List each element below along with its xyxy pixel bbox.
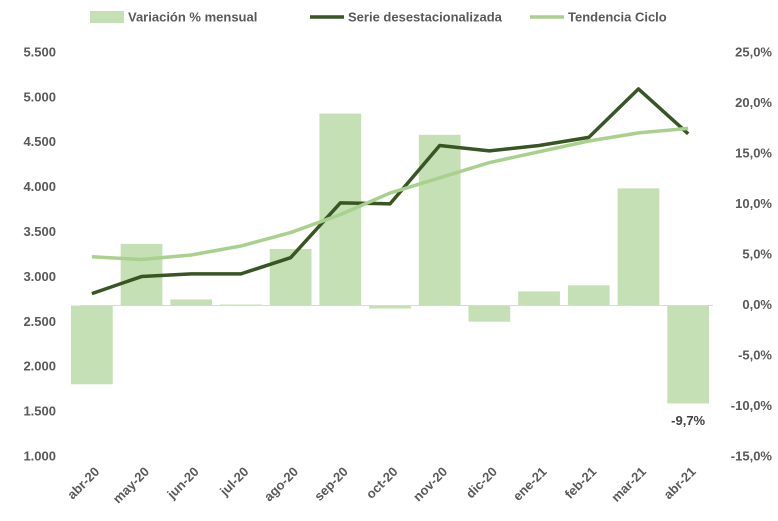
y2-tick-label: -10,0% (731, 398, 773, 413)
y-tick-label: 3.000 (23, 269, 56, 284)
y2-tick-label: -5,0% (738, 347, 772, 362)
legend-label: Variación % mensual (128, 9, 257, 24)
y2-tick-label: 20,0% (735, 95, 772, 110)
data-label: -9,7% (671, 413, 705, 428)
x-tick-label: mar-21 (608, 464, 649, 505)
y2-tick-label: 5,0% (742, 246, 772, 261)
x-tick-label: jul-20 (216, 464, 251, 499)
bar (170, 299, 213, 306)
x-tick-label: sep-20 (311, 464, 351, 504)
x-tick-label: ago-20 (261, 464, 301, 504)
line (91, 87, 690, 296)
y-tick-label: 1.500 (23, 404, 56, 419)
y-tick-label: 1.000 (23, 448, 56, 463)
x-tick-label: feb-21 (562, 464, 600, 502)
bar (369, 305, 411, 309)
x-tick-label: may-20 (110, 464, 152, 506)
y2-tick-label: 10,0% (735, 196, 772, 211)
legend-swatch (90, 11, 124, 23)
bar (70, 305, 113, 385)
y2-tick-label: 15,0% (735, 145, 772, 160)
y2-tick-label: 25,0% (735, 44, 772, 59)
bar (567, 285, 610, 306)
x-tick-label: nov-20 (410, 464, 450, 504)
y-tick-label: 2.000 (23, 359, 56, 374)
y-tick-label: 4.500 (23, 134, 56, 149)
y2-tick-label: -15,0% (731, 448, 773, 463)
x-tick-label: ene-21 (510, 464, 550, 504)
bar (617, 188, 660, 306)
legend-label: Serie desestacionalizada (348, 9, 503, 24)
legend-label: Tendencia Ciclo (568, 9, 667, 24)
y-tick-label: 5.000 (23, 89, 56, 104)
y-tick-label: 4.000 (23, 179, 56, 194)
bar (468, 305, 511, 322)
x-tick-label: jun-20 (163, 464, 201, 502)
line (91, 126, 689, 262)
x-tick-label: abr-20 (64, 464, 102, 502)
y-tick-label: 2.500 (23, 314, 56, 329)
y2-tick-label: 0,0% (742, 297, 772, 312)
bar (667, 305, 710, 404)
x-tick-label: abr-21 (661, 464, 699, 502)
y-tick-label: 5.500 (23, 44, 56, 59)
bar (518, 291, 560, 306)
x-tick-label: dic-20 (463, 464, 500, 501)
x-tick-label: oct-20 (363, 464, 401, 502)
bar (220, 304, 262, 306)
y-tick-label: 3.500 (23, 224, 56, 239)
